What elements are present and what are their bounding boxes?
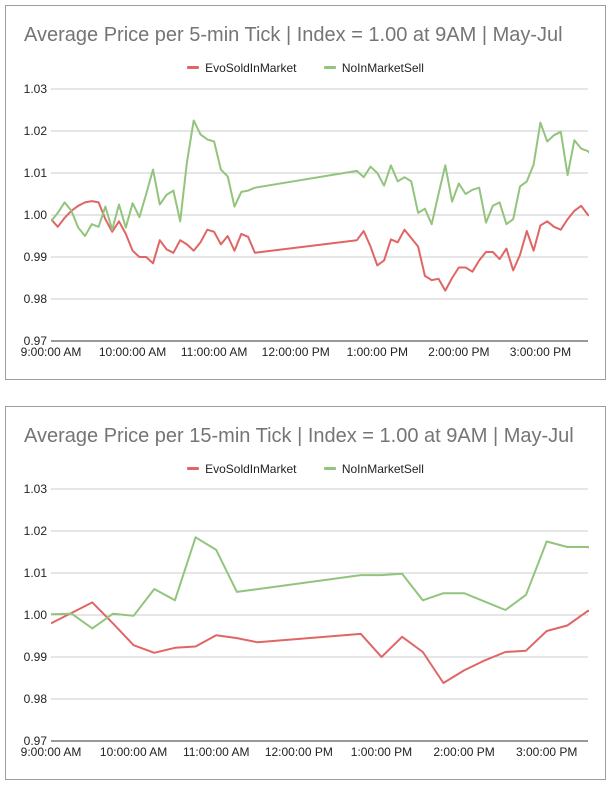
chart-legend: EvoSoldInMarket NoInMarketSell [6, 61, 605, 75]
x-tick-label: 1:00:00 PM [347, 345, 408, 359]
y-tick-label: 1.03 [24, 482, 48, 496]
legend-label-evo: EvoSoldInMarket [205, 462, 297, 476]
x-tick-label: 2:00:00 PM [433, 745, 494, 759]
y-tick-label: 1.00 [24, 608, 48, 622]
y-tick-label: 1.02 [24, 524, 48, 538]
series-line-NoInMarketSell [51, 536, 589, 630]
x-tick-label: 11:00:00 AM [181, 345, 248, 359]
legend-item-evo: EvoSoldInMarket [187, 462, 297, 476]
legend-item-noin: NoInMarketSell [323, 462, 424, 476]
y-tick-label: 0.99 [24, 250, 48, 264]
x-tick-label: 12:00:00 PM [265, 745, 333, 759]
x-tick-label: 9:00:00 AM [21, 345, 82, 359]
y-tick-label: 1.03 [24, 82, 48, 96]
x-tick-label: 9:00:00 AM [21, 745, 82, 759]
x-tick-label: 11:00:00 AM [183, 745, 250, 759]
legend-swatch-noin [323, 467, 336, 471]
chart-title: Average Price per 15-min Tick | Index = … [24, 425, 574, 447]
x-tick-label: 12:00:00 PM [262, 345, 330, 359]
legend-swatch-noin [323, 66, 336, 70]
y-tick-label: 1.01 [24, 566, 48, 580]
x-tick-label: 10:00:00 AM [100, 745, 167, 759]
chart-panel-5min: Average Price per 5-min Tick | Index = 1… [5, 5, 606, 380]
chart-legend: EvoSoldInMarket NoInMarketSell [6, 462, 605, 476]
legend-label-noin: NoInMarketSell [341, 462, 424, 476]
y-tick-label: 0.97 [24, 734, 48, 748]
y-tick-label: 1.01 [24, 166, 48, 180]
chart-plot-5min: 1.03 1.02 1.01 1.00 0.99 0.98 0.979:00:00 AM 10… [21, 82, 589, 359]
y-tick-label: 1.02 [24, 124, 48, 138]
chart-panel-15min: Average Price per 15-min Tick | Index = … [5, 406, 606, 780]
y-tick-label: 0.98 [24, 292, 48, 306]
x-tick-label: 2:00:00 PM [428, 345, 489, 359]
x-tick-label: 1:00:00 PM [351, 745, 412, 759]
legend-swatch-evo [187, 66, 200, 70]
series-line-EvoSoldInMarket [51, 200, 589, 292]
y-tick-label: 0.98 [24, 692, 48, 706]
legend-label-noin: NoInMarketSell [341, 61, 424, 75]
series-line-EvoSoldInMarket [51, 601, 589, 684]
y-tick-label: 0.99 [24, 650, 48, 664]
legend-item-evo: EvoSoldInMarket [187, 61, 297, 75]
legend-label-evo: EvoSoldInMarket [205, 61, 297, 75]
x-tick-label: 10:00:00 AM [99, 345, 166, 359]
y-tick-label: 0.97 [24, 334, 48, 348]
chart-title: Average Price per 5-min Tick | Index = 1… [24, 24, 563, 46]
x-tick-label: 3:00:00 PM [510, 345, 571, 359]
series-line-NoInMarketSell [51, 119, 589, 237]
legend-item-noin: NoInMarketSell [323, 61, 424, 75]
chart-plot-15min: 1.03 1.02 1.01 1.00 0.99 0.98 0.979:00:00 AM 10… [21, 482, 589, 759]
y-tick-label: 1.00 [24, 208, 48, 222]
legend-swatch-evo [187, 467, 200, 471]
x-tick-label: 3:00:00 PM [516, 745, 577, 759]
